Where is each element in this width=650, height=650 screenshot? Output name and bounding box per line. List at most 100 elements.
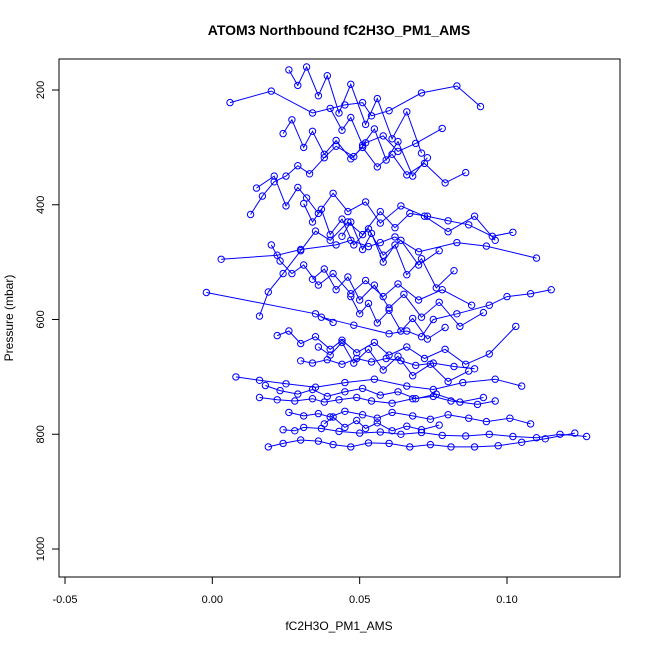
x-tick-label: 0.00 [202,594,223,606]
data-point [479,308,488,317]
data-point [453,310,461,318]
data-point [491,236,499,245]
data-point [397,327,405,335]
data-point [353,416,361,425]
data-point [308,275,317,283]
data-point [341,388,349,396]
data-point [394,388,402,396]
data-point [409,412,417,420]
data-point [506,414,514,422]
data-point [400,290,408,298]
data-point [308,127,317,136]
data-point [385,306,393,314]
data-point [447,397,455,405]
data-point [308,218,317,226]
data-point [388,135,396,143]
data-point [373,419,381,427]
data-point [409,314,417,323]
data-point [382,156,390,164]
data-point [276,386,284,395]
data-point [300,143,308,152]
data-point [264,443,272,451]
data-point [358,230,367,239]
data-point [453,238,461,247]
data-point [252,184,261,192]
data-point [341,407,349,415]
data-point [376,428,384,436]
data-point [435,247,443,255]
data-point [320,420,328,428]
series-18 [308,265,488,331]
data-point [361,276,370,285]
data-point [373,414,381,422]
series-15 [279,116,470,187]
data-point [420,354,429,363]
data-point [479,393,488,402]
series-line [283,426,587,439]
data-point [376,391,384,399]
series-8 [297,354,479,373]
data-point [302,194,311,202]
data-point [273,331,281,340]
data-point [485,430,493,438]
data-point [403,343,411,351]
data-point [406,443,414,451]
series-line [221,236,537,260]
data-point [285,327,293,335]
data-point [394,147,402,156]
data-point [379,292,387,301]
series-19 [314,338,473,386]
data-point [297,247,305,255]
data-point [338,338,346,347]
data-point [385,351,393,359]
data-point [358,411,367,419]
series-line [312,268,484,328]
data-point [426,360,435,368]
data-point [347,292,355,301]
data-point [394,137,402,146]
data-point [308,359,317,367]
data-point [397,430,405,438]
data-point [376,207,384,216]
series-line [229,85,481,117]
data-point [473,400,482,409]
series-line [303,203,440,266]
data-point [347,80,355,89]
data-point [320,150,328,159]
data-point [282,380,290,388]
data-point [509,228,517,237]
data-point [356,296,364,304]
data-point [541,435,549,443]
series-line [265,385,484,403]
data-point [329,189,337,198]
data-point [320,265,328,273]
series-17 [300,199,443,269]
data-point [526,290,535,298]
data-point [279,129,287,138]
data-point [361,120,370,129]
series-4 [255,392,499,409]
data-point [264,288,272,296]
x-tick-label: 0.10 [496,594,517,606]
data-point [412,361,420,370]
data-point [305,170,314,178]
data-point [432,390,440,398]
data-point [226,98,234,107]
series-5 [264,429,579,451]
data-point [465,367,473,375]
data-point [435,298,443,306]
data-point [335,109,343,117]
data-point [300,199,308,208]
series-23 [347,292,449,343]
data-point [482,242,491,250]
data-point [202,288,211,297]
data-point [320,398,328,406]
data-point [385,107,393,115]
data-point [246,210,255,219]
data-point [376,238,384,247]
series-line [341,220,455,289]
y-tick-label: 600 [35,310,47,328]
data-point [261,381,270,390]
data-point [332,286,340,294]
